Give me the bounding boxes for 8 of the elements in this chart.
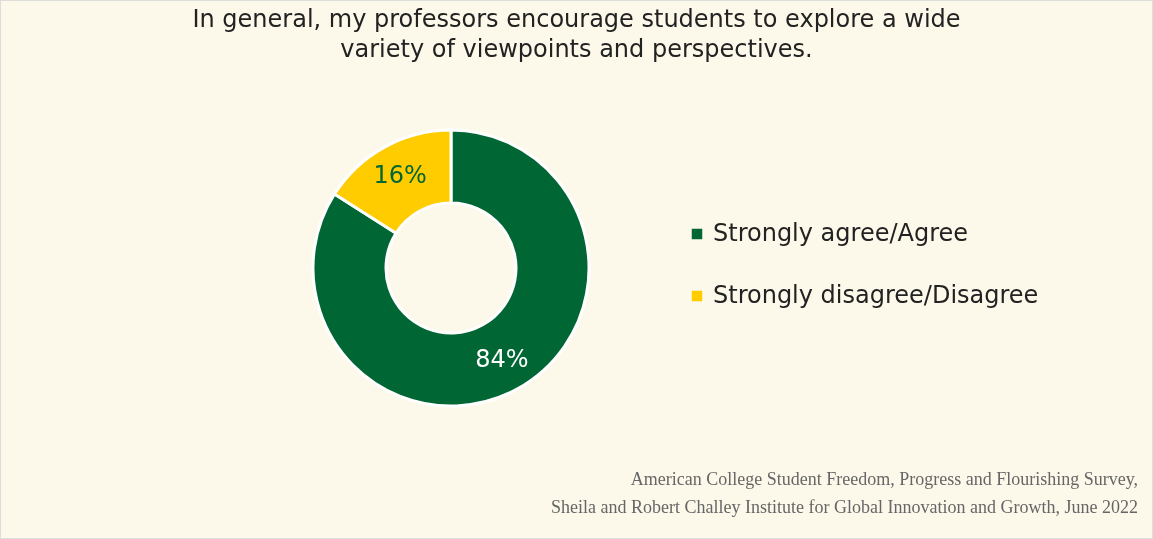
donut-slice — [311, 128, 591, 408]
text: American College Student Freedom, Progress and Flourishing Survey, — [630, 469, 1138, 489]
legend-label: Strongly disagree/Disagree — [713, 281, 1039, 309]
chart-title: In general, my professors encourage students to explore a wide variety of viewpoints and perspectives. — [192, 5, 961, 63]
text: Sheila and Robert Challey Institute for Global Innovation and Growth, June 2022 — [551, 497, 1138, 517]
legend-label: Strongly agree/Agree — [713, 219, 969, 247]
data-label: 16% — [373, 160, 427, 189]
data-label: 84% — [475, 345, 529, 374]
